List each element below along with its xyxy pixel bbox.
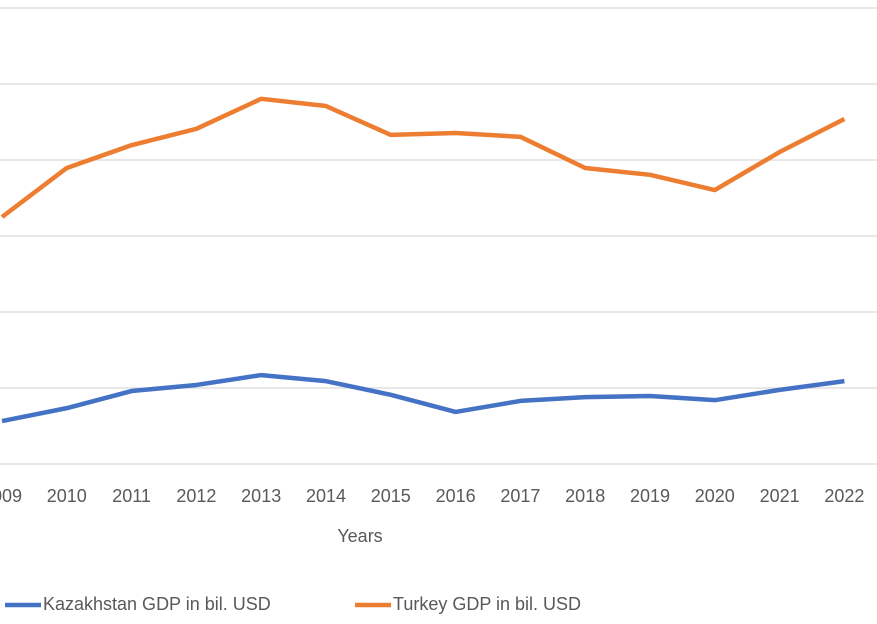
x-tick-label: 2016 xyxy=(436,486,476,506)
series-line xyxy=(0,96,846,219)
x-tick-label: 2013 xyxy=(241,486,281,506)
x-tick-label: 2017 xyxy=(500,486,540,506)
x-tick-label: 2012 xyxy=(176,486,216,506)
series-line xyxy=(1,372,845,424)
x-tick-label: 2019 xyxy=(630,486,670,506)
x-tick-label: 2010 xyxy=(47,486,87,506)
x-tick-label: 2011 xyxy=(112,486,151,506)
x-tick-label: 2022 xyxy=(824,486,864,506)
x-tick-label: 2020 xyxy=(695,486,735,506)
x-tick-label: 2015 xyxy=(371,486,411,506)
legend-label: Turkey GDP in bil. USD xyxy=(393,594,581,614)
x-axis-title: Years xyxy=(337,526,382,546)
x-tick-label: 2018 xyxy=(565,486,605,506)
x-tick-label: 2014 xyxy=(306,486,346,506)
x-tick-label: 2009 xyxy=(0,486,22,506)
x-tick-label: 2021 xyxy=(760,486,800,506)
legend-label: Kazakhstan GDP in bil. USD xyxy=(43,594,271,614)
